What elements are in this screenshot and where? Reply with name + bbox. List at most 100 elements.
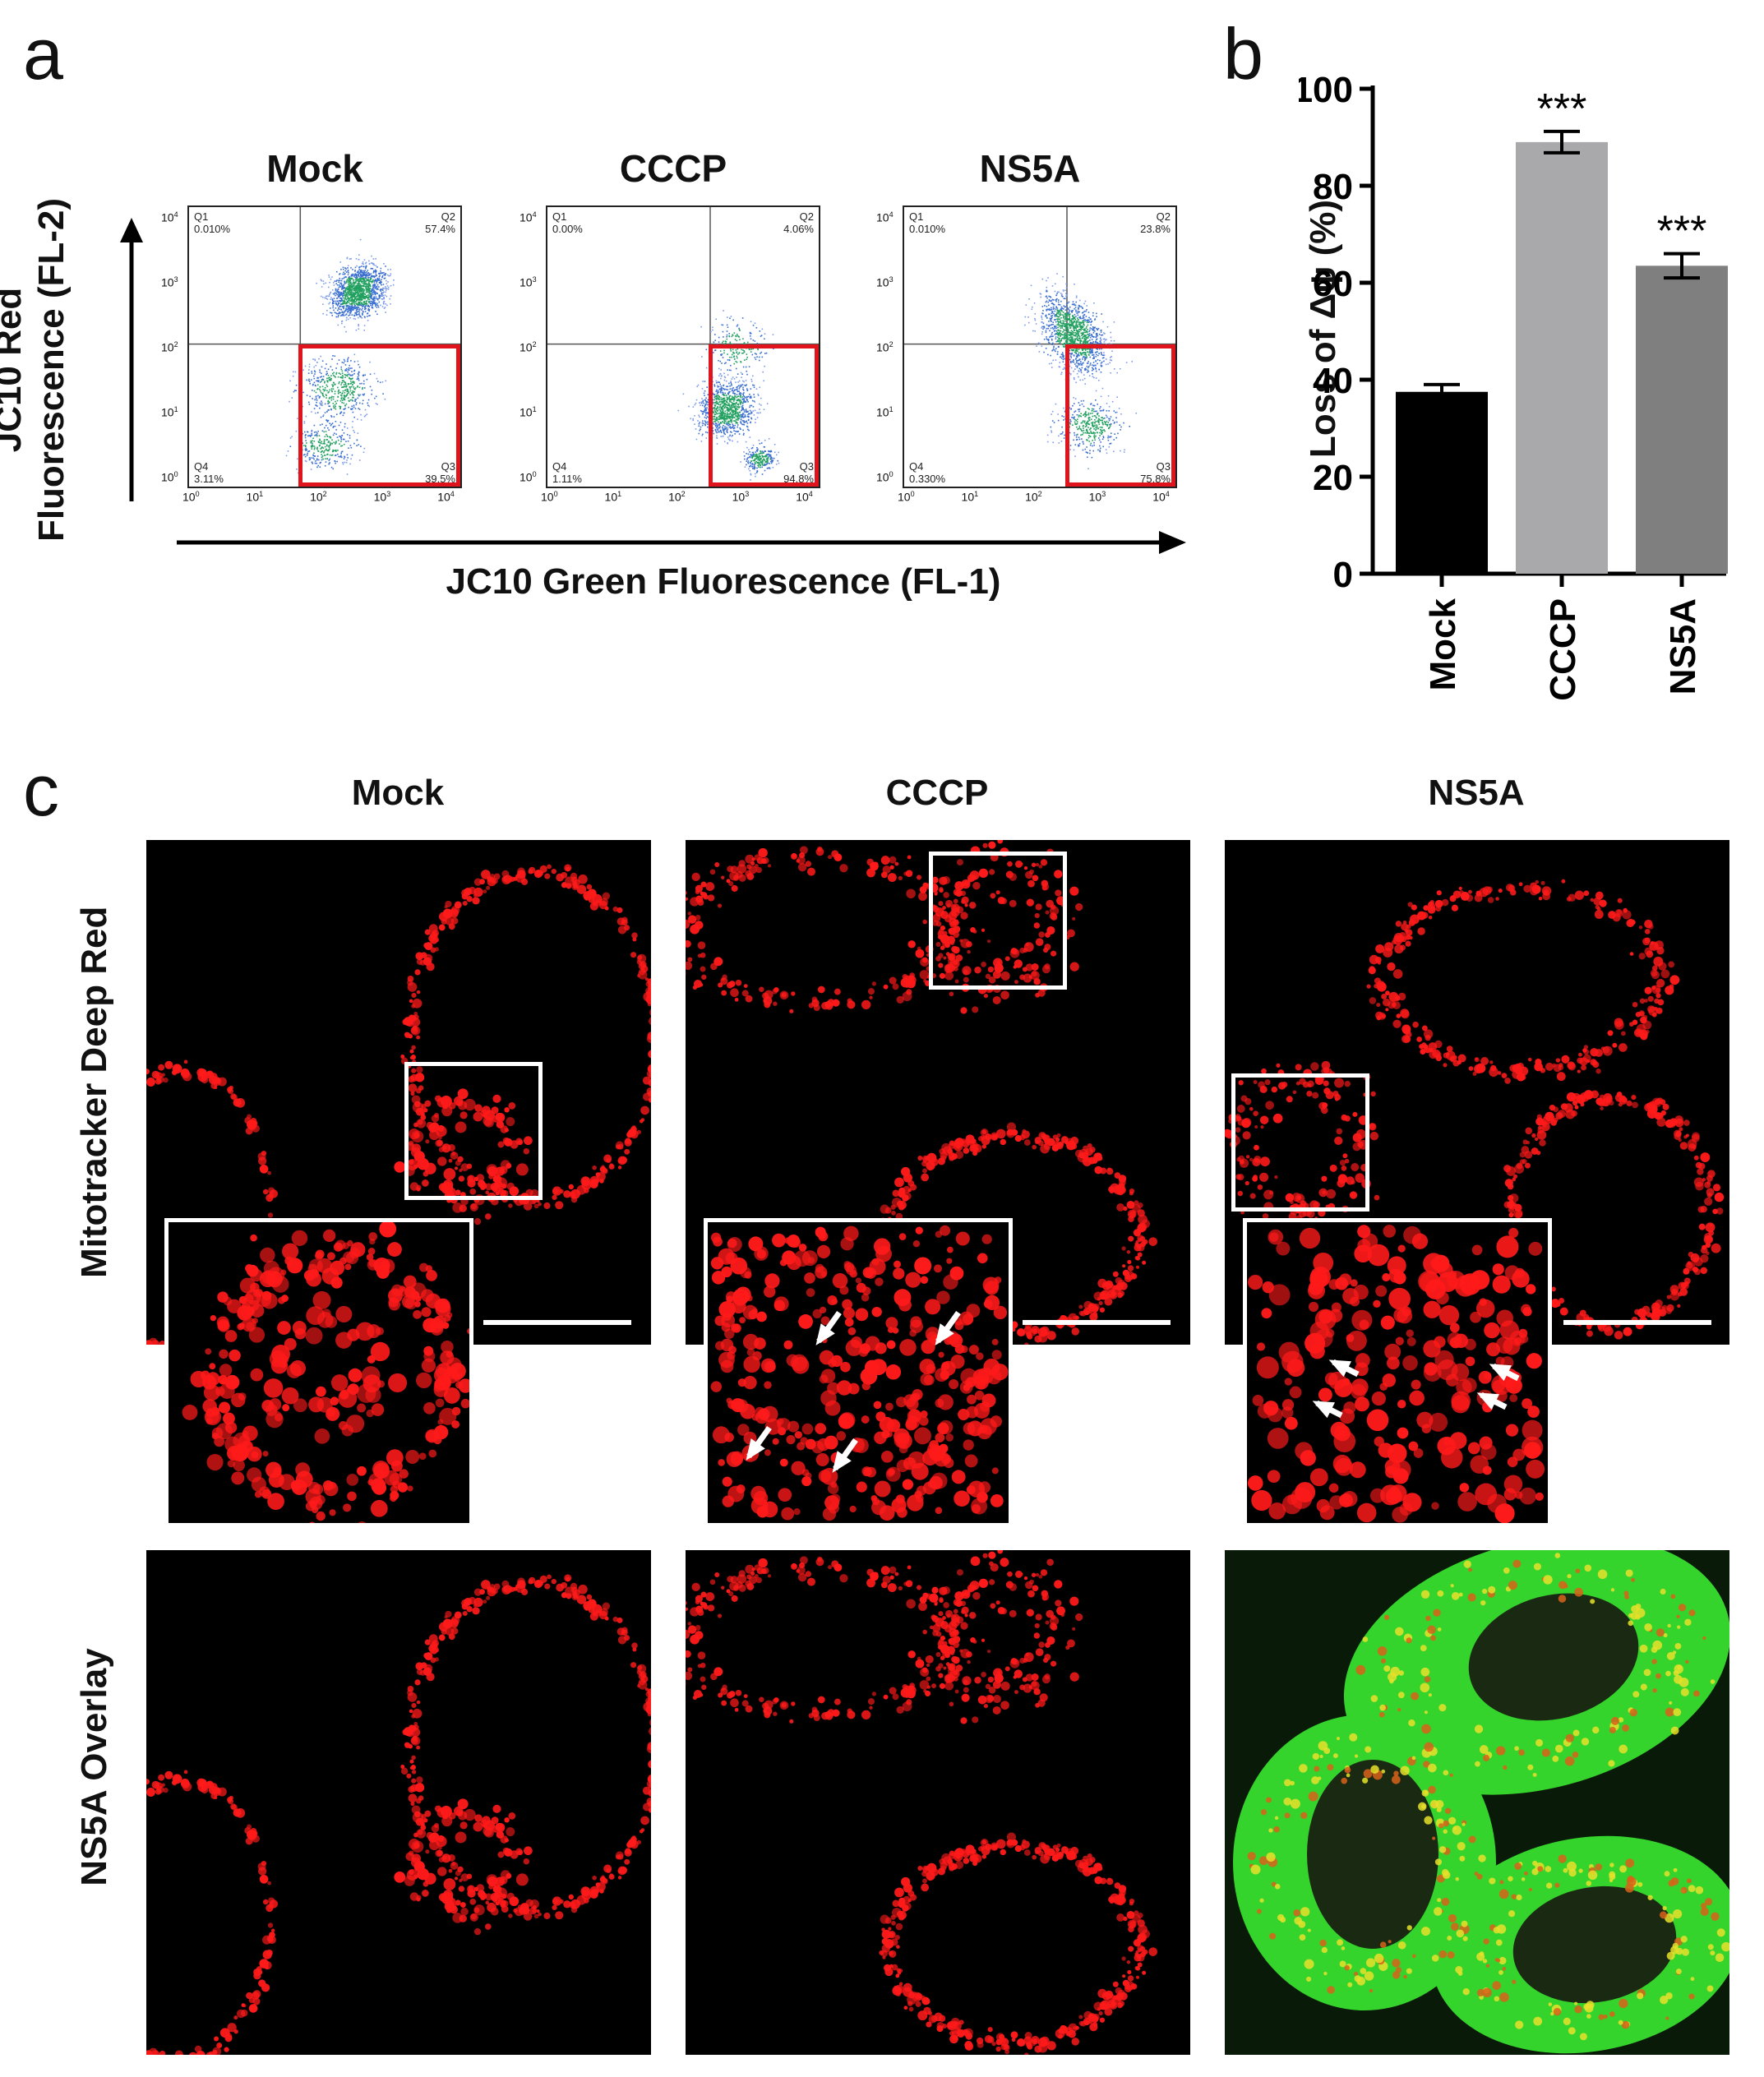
quadrant-label: Q1 0.010% bbox=[194, 210, 231, 235]
arrow-icon bbox=[1312, 1400, 1343, 1419]
flow-plot: Q1 0.010% Q2 57.4% Q4 3.11% Q3 39.5% bbox=[187, 205, 462, 488]
x-tick-label: 103 bbox=[732, 490, 750, 504]
x-tick-label: Mock bbox=[1423, 598, 1463, 690]
y-label-line2: Fluorescence (FL-2) bbox=[31, 197, 72, 542]
panel-c-letter: c bbox=[23, 750, 59, 831]
flow-plot-title: CCCP bbox=[619, 147, 727, 190]
quadrant-label: Q4 1.11% bbox=[552, 460, 582, 485]
panel-b-letter: b bbox=[1223, 13, 1263, 95]
panel-a-y-axis-label: JC10 Red Fluorescence (FL-2) bbox=[0, 197, 78, 542]
y-tick-label: 100 bbox=[520, 470, 537, 484]
bar-cccp bbox=[1516, 141, 1608, 574]
y-tick-label: 102 bbox=[876, 339, 894, 354]
bar-mock bbox=[1396, 391, 1488, 574]
y-tick-label: 40 bbox=[1313, 361, 1353, 401]
gate-q3 bbox=[298, 344, 460, 487]
quadrant-label: Q4 3.11% bbox=[194, 460, 224, 485]
arrow-icon bbox=[1489, 1363, 1520, 1382]
panel-a-x-axis-label: JC10 Green Fluorescence (FL-1) bbox=[446, 561, 1001, 602]
y-tick-label: 103 bbox=[876, 275, 894, 289]
col-title-mock: Mock bbox=[351, 773, 445, 813]
flow-plot: Q1 0.00% Q2 4.06% Q4 1.11% Q3 94.8% bbox=[546, 205, 820, 488]
gate-q3 bbox=[1065, 344, 1175, 487]
y-label-line1: JC10 Red bbox=[0, 287, 29, 453]
col-title-cccp: CCCP bbox=[885, 773, 989, 813]
gate-q3 bbox=[709, 344, 819, 487]
scale-bar bbox=[1023, 1320, 1171, 1325]
y-tick-label: 60 bbox=[1313, 264, 1353, 304]
micrograph-mock-overlay bbox=[146, 1550, 651, 2055]
x-tick-label: 104 bbox=[796, 490, 813, 504]
quadrant-label: Q2 23.8% bbox=[1140, 210, 1171, 235]
arrow-icon bbox=[1476, 1392, 1508, 1410]
row-label-mitotracker: Mitotracker Deep Red bbox=[74, 906, 114, 1278]
arrow-icon bbox=[935, 1310, 961, 1345]
row-label-ns5a-overlay: NS5A Overlay bbox=[74, 1648, 114, 1886]
quadrant-label: Q3 75.8% bbox=[1140, 460, 1171, 485]
arrow-icon bbox=[746, 1425, 772, 1461]
arrow-icon bbox=[832, 1438, 858, 1473]
flow-plot: Q1 0.010% Q2 23.8% Q4 0.330% Q3 75.8% bbox=[903, 205, 1177, 488]
quadrant-label: Q2 57.4% bbox=[425, 210, 455, 235]
x-tick-label: CCCP bbox=[1543, 598, 1583, 701]
y-tick-label: 103 bbox=[161, 275, 178, 289]
arrow-icon bbox=[815, 1310, 842, 1345]
zoom-region-box bbox=[1231, 1073, 1369, 1212]
micrograph-cccp-overlay bbox=[686, 1550, 1190, 2055]
y-tick-label: 104 bbox=[876, 210, 894, 224]
x-tick-label: 103 bbox=[373, 490, 391, 504]
inset-cccp bbox=[704, 1218, 1013, 1527]
micrograph-ns5a-overlay bbox=[1225, 1550, 1729, 2055]
quadrant-label: Q1 0.010% bbox=[909, 210, 946, 235]
x-tick-label: 102 bbox=[1025, 490, 1042, 504]
x-tick-label: 101 bbox=[246, 490, 264, 504]
x-tick-label: 104 bbox=[1152, 490, 1170, 504]
scale-bar bbox=[483, 1320, 631, 1325]
y-tick-label: 100 bbox=[1299, 70, 1353, 110]
significance-label: *** bbox=[1657, 208, 1707, 256]
y-tick-label: 100 bbox=[161, 470, 178, 484]
y-tick-label: 80 bbox=[1313, 167, 1353, 207]
col-title-ns5a: NS5A bbox=[1428, 773, 1525, 813]
y-tick-label: 102 bbox=[520, 339, 537, 354]
panel-a-letter: a bbox=[23, 13, 63, 95]
y-tick-label: 20 bbox=[1313, 458, 1353, 498]
y-tick-label: 101 bbox=[520, 404, 537, 419]
x-tick-label: 103 bbox=[1088, 490, 1106, 504]
significance-label: *** bbox=[1537, 85, 1587, 133]
x-tick-label: 100 bbox=[541, 490, 558, 504]
bar-chart: 0 20 40 60 80 100 Mock *** CCCP *** NS5A bbox=[1299, 70, 1728, 701]
y-tick-label: 101 bbox=[161, 404, 178, 419]
zoom-region-box bbox=[404, 1062, 543, 1200]
x-tick-label: 100 bbox=[898, 490, 915, 504]
scale-bar bbox=[1563, 1320, 1711, 1325]
x-tick-label: 101 bbox=[961, 490, 979, 504]
quadrant-label: Q3 39.5% bbox=[425, 460, 455, 485]
inset-mock bbox=[164, 1218, 473, 1527]
x-tick-label: 102 bbox=[668, 490, 686, 504]
y-tick-label: 101 bbox=[876, 404, 894, 419]
quadrant-label: Q4 0.330% bbox=[909, 460, 946, 485]
flow-plot-title: NS5A bbox=[979, 147, 1081, 190]
panel-a-y-arrow bbox=[120, 218, 143, 501]
x-tick-label: 100 bbox=[182, 490, 200, 504]
inset-ns5a bbox=[1243, 1218, 1552, 1527]
panel-a-x-arrow bbox=[177, 531, 1186, 554]
flow-plot-title: Mock bbox=[266, 147, 363, 190]
arrow-icon bbox=[1328, 1359, 1360, 1378]
y-tick-label: 104 bbox=[520, 210, 537, 224]
zoom-region-box bbox=[929, 852, 1067, 990]
bar-ns5a bbox=[1636, 265, 1728, 574]
quadrant-label: Q1 0.00% bbox=[552, 210, 583, 235]
x-tick-label: 104 bbox=[437, 490, 455, 504]
y-tick-label: 102 bbox=[161, 339, 178, 354]
quadrant-label: Q2 4.06% bbox=[783, 210, 814, 235]
x-tick-label: 101 bbox=[604, 490, 622, 504]
y-tick-label: 103 bbox=[520, 275, 537, 289]
y-tick-label: 100 bbox=[876, 470, 894, 484]
quadrant-label: Q3 94.8% bbox=[783, 460, 814, 485]
x-tick-label: NS5A bbox=[1663, 598, 1703, 695]
y-tick-label: 104 bbox=[161, 210, 178, 224]
x-tick-label: 102 bbox=[310, 490, 327, 504]
y-tick-label: 0 bbox=[1333, 555, 1353, 595]
